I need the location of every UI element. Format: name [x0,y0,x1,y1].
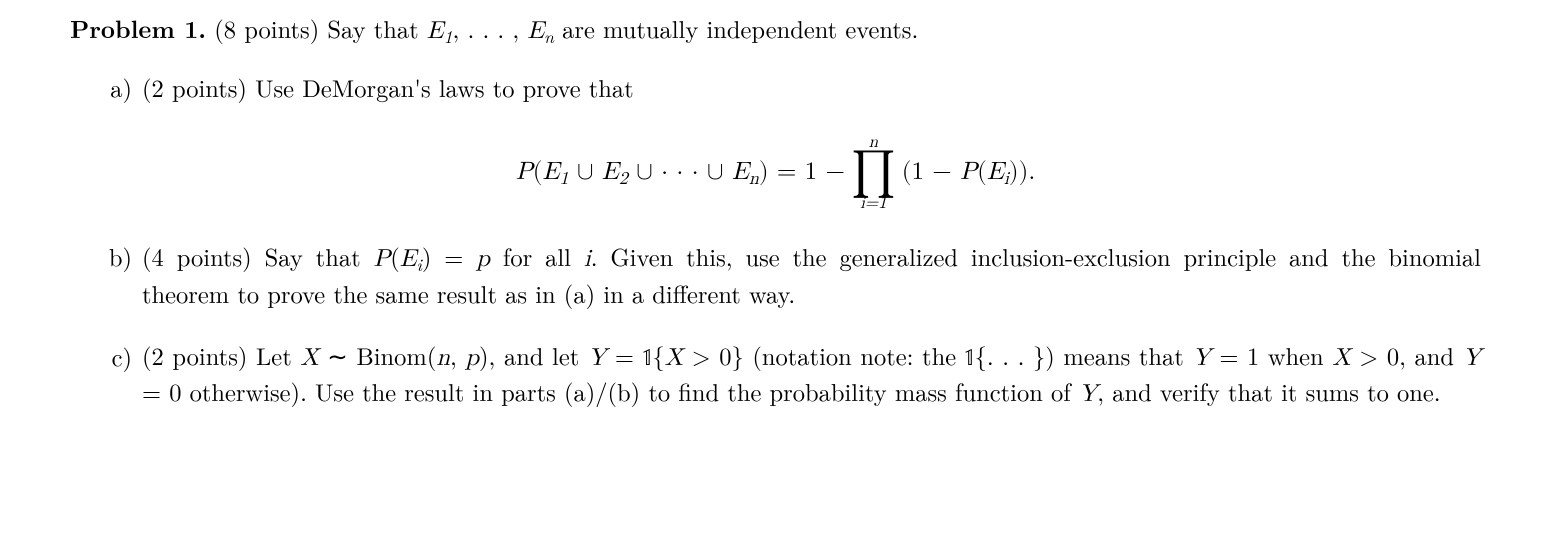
close-eq: ) = [422,239,476,274]
part-c: c) (2 points) Let X ∼ Binom(n, p), and l… [70,340,1481,410]
b-t1: Say that [252,239,374,274]
rhs-popen: ( [977,159,987,184]
part-c-body: (2 points) Let X ∼ Binom(n, p), and let … [142,340,1481,410]
c-sim: ∼ Binom( [319,338,437,373]
sym-P: P [374,246,391,271]
part-b-label: b) [70,240,142,273]
sym-E: E [400,246,417,271]
sub-n: n [749,170,759,188]
part-a-text: Use DeMorgan's laws to prove that [247,70,634,105]
sym-X: X [1332,345,1350,370]
close-paren: ) [759,159,769,184]
sym-E: E [427,18,444,43]
problem-points: (8 points) [214,11,319,46]
problem-header: Problem 1. (8 points) Say that E1, . . .… [70,12,1481,49]
c-gt: > 0 [683,338,732,373]
part-a-points: (2 points) [142,70,247,105]
note-close: ) means that [1045,338,1192,373]
sym-Y: Y [1079,381,1097,406]
sub-2: 2 [619,170,628,188]
sym-E: E [732,159,749,184]
part-b-body: (4 points) Say that P(Ei) = p for all i.… [142,240,1481,310]
cup: ∪ [569,159,602,184]
sym-Y: Y [1463,345,1481,370]
sym-n: n [436,345,450,370]
c-tail: , and verify that it sums to one. [1097,374,1440,409]
sym-Y: Y [588,345,606,370]
part-c-points: (2 points) [142,338,247,373]
comma-dots: , . . . , [453,11,528,46]
sym-E: E [987,159,1004,184]
rhs-open: (1 − [902,159,960,184]
part-b: b) (4 points) Say that P(Ei ) = p for all… [70,240,1481,310]
part-c-label: c) [70,340,142,373]
sub-1: 1 [560,170,569,188]
prod-sym: ∏ [851,153,896,193]
note-dots: {. . . } [975,338,1046,373]
eq: = 1 − [769,159,845,184]
sym-X: X [300,345,318,370]
cup-dots: ∪ · · · ∪ [628,159,732,184]
prod-bot: i=1 [860,195,886,212]
sub-n: n [544,24,554,49]
indicator-one-icon: 𝟙 [965,346,975,371]
problem-intro-b: are mutually independent events. [554,11,918,46]
part-a-body: (2 points) Use DeMorgan's laws to prove … [142,71,1481,104]
brace-close: } [732,338,744,373]
c-t1: Let [247,338,300,373]
sym-p: p [465,345,479,370]
product-symbol: n ∏ i=1 [851,134,896,212]
formula: P(E1 ∪ E2 ∪ · · · ∪ En) = 1 − n ∏ i=1 (1… [516,134,1036,212]
c-comma: , [450,338,465,373]
lhs: P(E1 ∪ E2 ∪ · · · ∪ En) = 1 − [516,155,845,191]
sym-i: i [584,246,591,271]
sym-p: p [476,246,490,271]
formula-block: P(E1 ∪ E2 ∪ · · · ∪ En) = 1 − n ∏ i=1 (1… [70,134,1481,212]
part-a-label: a) [70,71,142,104]
indicator-one-icon: 𝟙 [643,346,653,371]
sub-1: 1 [443,24,452,49]
b-t2: for all [490,239,584,274]
problem-intro-a: Say that [327,11,426,46]
sym-E2: E [527,18,544,43]
part-a: a) (2 points) Use DeMorgan's laws to pro… [70,71,1481,104]
sym-E: E [542,159,559,184]
c-eq: = [606,338,642,373]
brace-open: { [652,338,664,373]
note-open: (notation note: the [744,338,965,373]
c-gt0: > 0, and [1351,338,1463,373]
dot: . [1028,159,1035,184]
c-eq0: = 0 otherwise). Use the result in parts … [142,374,1079,409]
sym-P: P [516,159,533,184]
sym-Y: Y [1192,345,1210,370]
problem-label: Problem 1. [70,11,206,46]
c-close1: ), and let [479,338,588,373]
rhs-pclose: )) [1009,159,1028,184]
c-eq1: = 1 when [1211,338,1333,373]
sym-X: X [665,345,683,370]
part-b-points: (4 points) [142,239,252,274]
sym-E: E [602,159,619,184]
rhs: (1 − P(Ei)). [902,155,1036,191]
sym-P: P [960,159,977,184]
open: ( [390,239,400,274]
page: Problem 1. (8 points) Say that E1, . . .… [0,0,1551,553]
